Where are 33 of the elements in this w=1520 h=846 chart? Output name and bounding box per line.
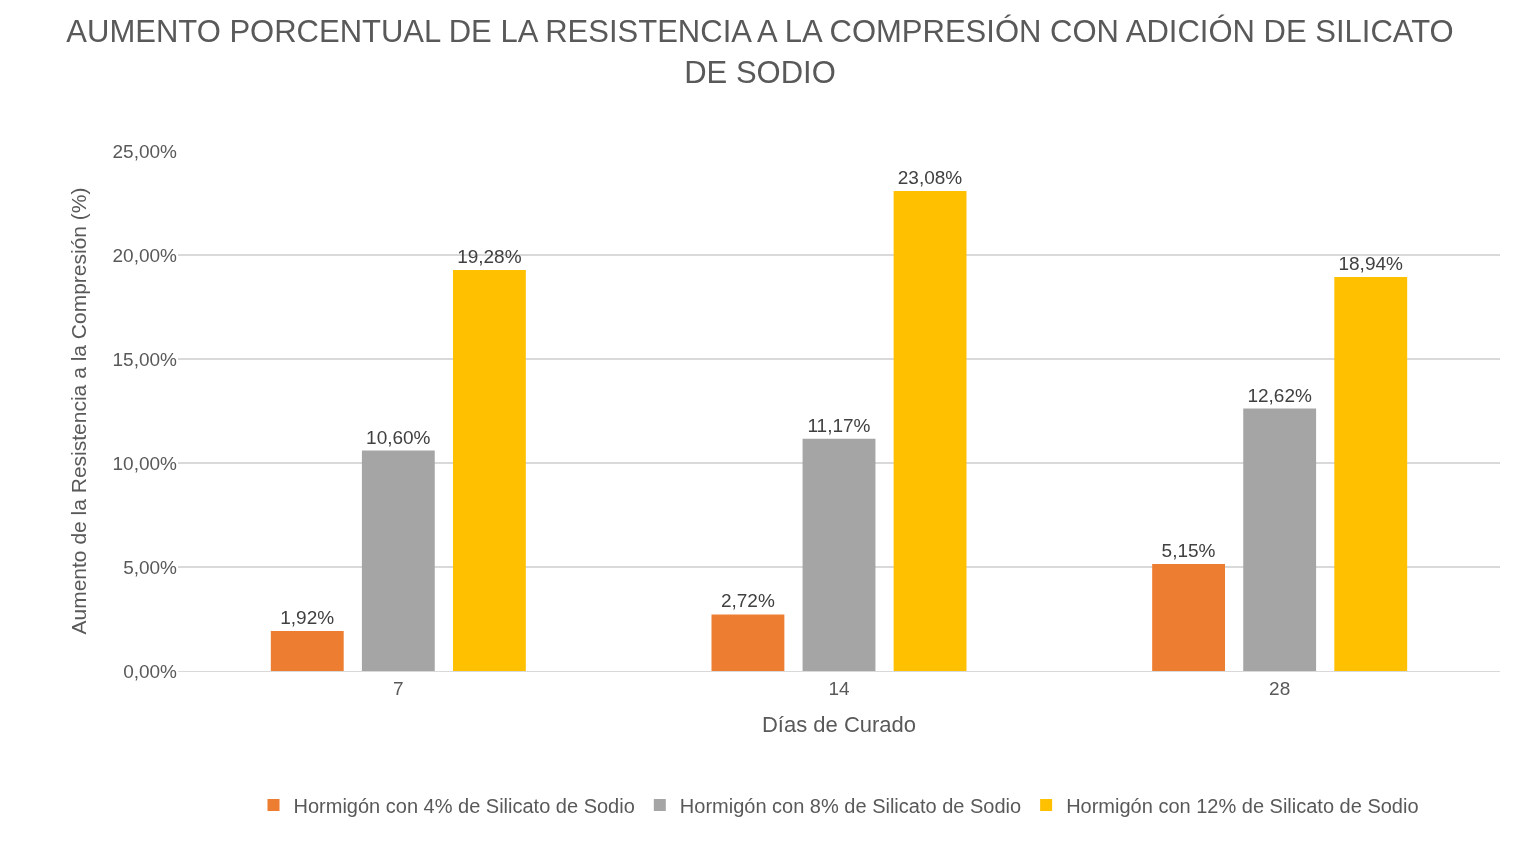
data-label: 18,94% <box>1338 253 1404 275</box>
bar <box>270 631 344 671</box>
data-label: 1,92% <box>280 607 335 629</box>
data-label: 23,08% <box>897 166 963 188</box>
bar <box>802 438 876 671</box>
x-tick-label: 7 <box>393 677 404 699</box>
bar <box>711 614 785 671</box>
bar <box>452 269 526 671</box>
bar <box>361 450 435 671</box>
bar <box>1152 563 1226 671</box>
y-tick-label: 25,00% <box>112 140 178 162</box>
data-label: 5,15% <box>1161 539 1216 561</box>
bar <box>1334 277 1408 671</box>
legend-label: Hormigón con 8% de Silicato de Sodio <box>679 794 1022 817</box>
chart-title: AUMENTO PORCENTUAL DE LA RESISTENCIA A LA COMPRESIÓN CON ADICIÓN DE SILICATO DE SODIO <box>66 14 1454 90</box>
y-tick-label: 0,00% <box>123 660 178 682</box>
y-tick-label: 10,00% <box>112 452 178 474</box>
data-label: 12,62% <box>1247 384 1312 406</box>
y-axis-title: Aumento de la Resistencia a la Compresión (%) <box>66 187 90 635</box>
x-axis-title: Días de Curado <box>761 711 917 737</box>
x-tick-label: 14 <box>828 677 850 699</box>
y-tick-label: 15,00% <box>112 348 178 370</box>
legend-label: Hormigón con 4% de Silicato de Sodio <box>293 794 635 817</box>
bar <box>1243 408 1317 671</box>
y-tick-label: 20,00% <box>112 244 178 266</box>
data-label: 10,60% <box>366 426 431 448</box>
legend-label: Hormigón con 12% de Silicato de Sodio <box>1066 794 1419 817</box>
y-tick-label: 5,00% <box>123 556 178 578</box>
bar <box>893 190 967 671</box>
data-label: 2,72% <box>720 590 775 612</box>
data-label: 19,28% <box>457 245 522 267</box>
x-tick-label: 28 <box>1269 677 1291 699</box>
data-label: 11,17% <box>807 414 871 436</box>
